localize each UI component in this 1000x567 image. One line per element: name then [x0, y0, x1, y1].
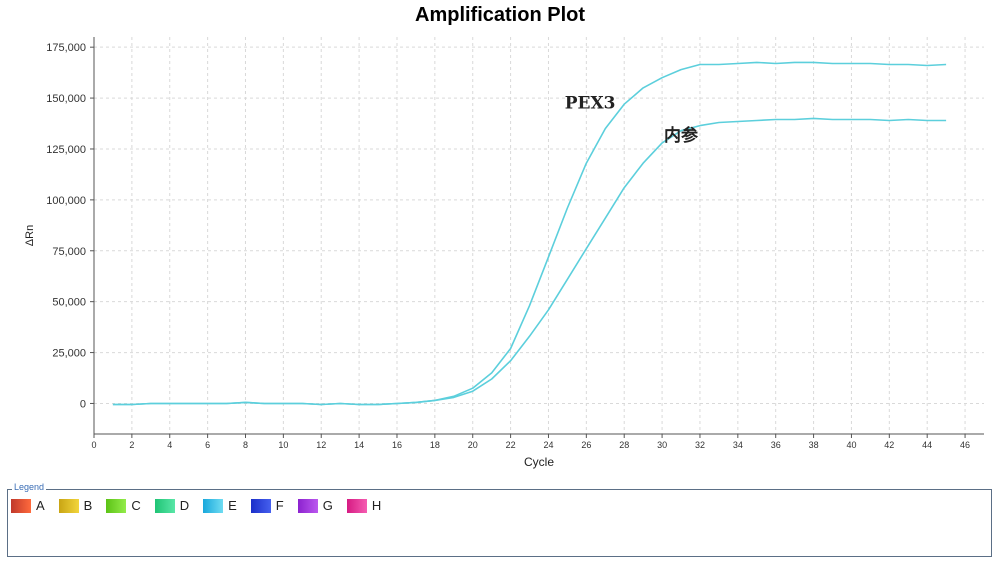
legend-panel [7, 489, 992, 557]
x-tick-label: 38 [809, 440, 819, 450]
series-line [112, 117, 947, 406]
x-tick-label: 22 [506, 440, 516, 450]
legend-item: A [11, 498, 45, 513]
x-tick-label: 46 [960, 440, 970, 450]
series-annotation: PEX3 [565, 93, 616, 113]
x-tick-label: 0 [91, 440, 96, 450]
chart-title: Amplification Plot [415, 4, 585, 26]
x-tick-label: 20 [468, 440, 478, 450]
x-tick-label: 26 [581, 440, 591, 450]
amplification-plot: 0 2 4 6 8 10 12 14 16 18 20 22 24 26 28 30 32 34 36 38 40 42 4… [24, 37, 984, 469]
y-tick-label: 25,000 [52, 348, 86, 360]
legend-label: A [36, 498, 45, 513]
legend-swatch [11, 498, 31, 513]
legend-swatch [203, 498, 224, 513]
x-tick-label: 40 [846, 440, 856, 450]
y-tick-label: 150,000 [46, 93, 86, 105]
y-axis-label: ΔRn [24, 225, 36, 246]
legend-swatch [58, 498, 79, 513]
legend-caption: Legend [12, 481, 47, 493]
series-line [112, 61, 947, 406]
y-tick-label: 50,000 [52, 297, 86, 309]
legend-swatch [106, 498, 127, 513]
x-tick-label: 44 [922, 440, 932, 450]
legend-item: D [154, 498, 190, 513]
legend-label: C [131, 498, 141, 513]
x-tick-label: 36 [771, 440, 781, 450]
legend-label: F [275, 498, 284, 513]
x-tick-label: 2 [129, 440, 134, 450]
x-tick-label: 10 [278, 440, 288, 450]
legend-item: F [250, 498, 284, 513]
y-tick-label: 125,000 [46, 144, 86, 156]
x-tick-label: 16 [392, 440, 402, 450]
x-tick-label: 12 [316, 440, 326, 450]
x-tick-label: 24 [543, 440, 553, 450]
series-annotation: 内参 [664, 125, 698, 146]
y-tick-label: 100,000 [46, 195, 86, 207]
x-tick-label: 28 [619, 440, 629, 450]
legend-label: B [83, 498, 93, 513]
x-tick-label: 32 [695, 440, 705, 450]
x-tick-label: 42 [884, 440, 894, 450]
y-tick-label: 175,000 [46, 42, 86, 54]
x-tick-label: 14 [354, 440, 364, 450]
legend-swatch [346, 498, 367, 513]
legend-swatch [154, 498, 175, 513]
y-tick-label: 75,000 [52, 246, 86, 258]
legend-item: G [297, 498, 333, 513]
x-tick-label: 8 [243, 440, 248, 450]
legend-label: E [228, 498, 237, 513]
x-tick-label: 4 [167, 440, 172, 450]
legend-item: E [203, 498, 237, 513]
legend-swatch [250, 498, 271, 513]
legend-items: A B C D E F G H [11, 498, 395, 513]
legend-label: G [322, 498, 333, 513]
x-tick-label: 34 [733, 440, 743, 450]
x-tick-label: 18 [430, 440, 440, 450]
y-tick-label: 0 [80, 398, 86, 410]
x-tick-label: 6 [205, 440, 210, 450]
legend-swatch [297, 498, 318, 513]
legend-label: H [371, 498, 382, 513]
x-tick-label: 30 [657, 440, 667, 450]
legend-label: D [179, 498, 190, 513]
legend-item: H [346, 498, 382, 513]
legend-item: C [106, 498, 141, 513]
x-axis-label: Cycle [524, 455, 554, 469]
legend-item: B [58, 498, 93, 513]
